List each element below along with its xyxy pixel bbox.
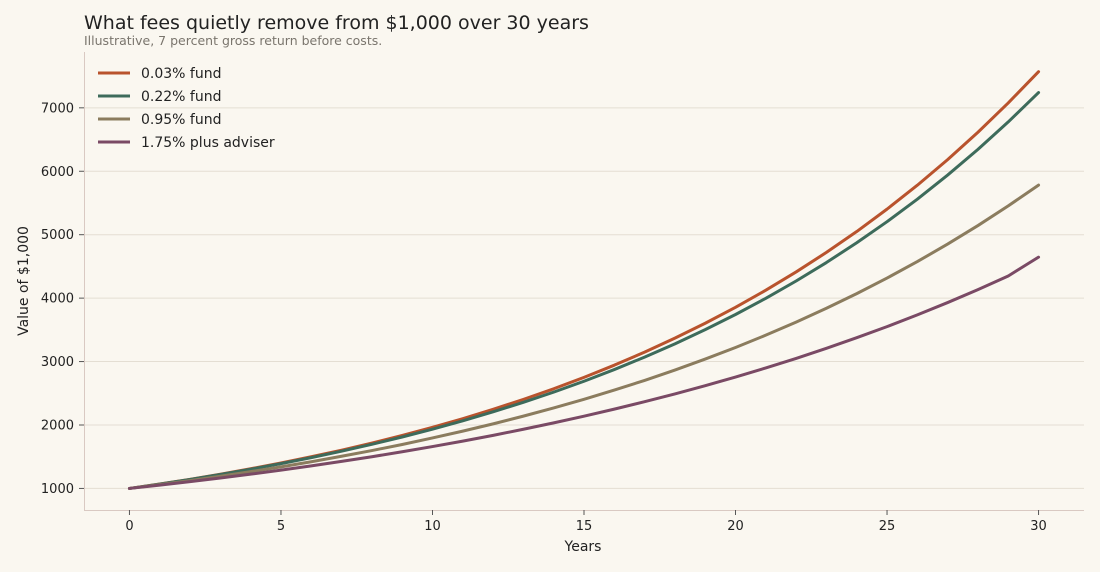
x-tick-label: 0 bbox=[125, 519, 133, 534]
y-tick-label: 3000 bbox=[41, 355, 74, 370]
y-tick-label: 2000 bbox=[41, 418, 74, 433]
x-tick-label: 30 bbox=[1030, 519, 1047, 534]
series-line-4 bbox=[127, 255, 1041, 490]
legend-item: 0.03% fund bbox=[98, 66, 222, 82]
legend-item: 1.75% plus adviser bbox=[98, 135, 275, 151]
x-tick-label: 25 bbox=[879, 519, 896, 534]
x-tick-label: 5 bbox=[277, 519, 285, 534]
y-tick-label: 6000 bbox=[41, 165, 74, 180]
y-tick-label: 1000 bbox=[41, 482, 74, 497]
chart-subtitle: Illustrative, 7 percent gross return bef… bbox=[84, 33, 383, 48]
legend-label: 1.75% plus adviser bbox=[141, 135, 275, 151]
axes bbox=[84, 52, 1084, 511]
legend-label: 0.95% fund bbox=[141, 112, 222, 128]
legend-item: 0.95% fund bbox=[98, 112, 222, 128]
y-tick-label: 5000 bbox=[41, 228, 74, 243]
series-line-2 bbox=[127, 91, 1041, 490]
y-tick-label: 7000 bbox=[41, 101, 74, 116]
legend-label: 0.03% fund bbox=[141, 66, 222, 82]
x-axis-label: Years bbox=[564, 539, 602, 555]
x-tick-label: 20 bbox=[727, 519, 744, 534]
legend-label: 0.22% fund bbox=[141, 89, 222, 105]
x-tick-label: 15 bbox=[576, 519, 593, 534]
legend-item: 0.22% fund bbox=[98, 89, 222, 105]
y-axis-label: Value of $1,000 bbox=[16, 226, 32, 336]
chart-title: What fees quietly remove from $1,000 ove… bbox=[84, 12, 589, 34]
gridlines bbox=[84, 107, 1084, 489]
x-tick-label: 10 bbox=[424, 519, 441, 534]
ticks: 1000 2000 3000 4000 5000 6000 7000 0 5 10 15 20 25 30 bbox=[41, 101, 1047, 534]
y-tick-label: 4000 bbox=[41, 292, 74, 307]
series-lines bbox=[127, 70, 1041, 490]
series-line-3 bbox=[127, 183, 1041, 490]
legend: 0.03% fund 0.22% fund 0.95% fund 1.75% plus… bbox=[98, 66, 275, 151]
